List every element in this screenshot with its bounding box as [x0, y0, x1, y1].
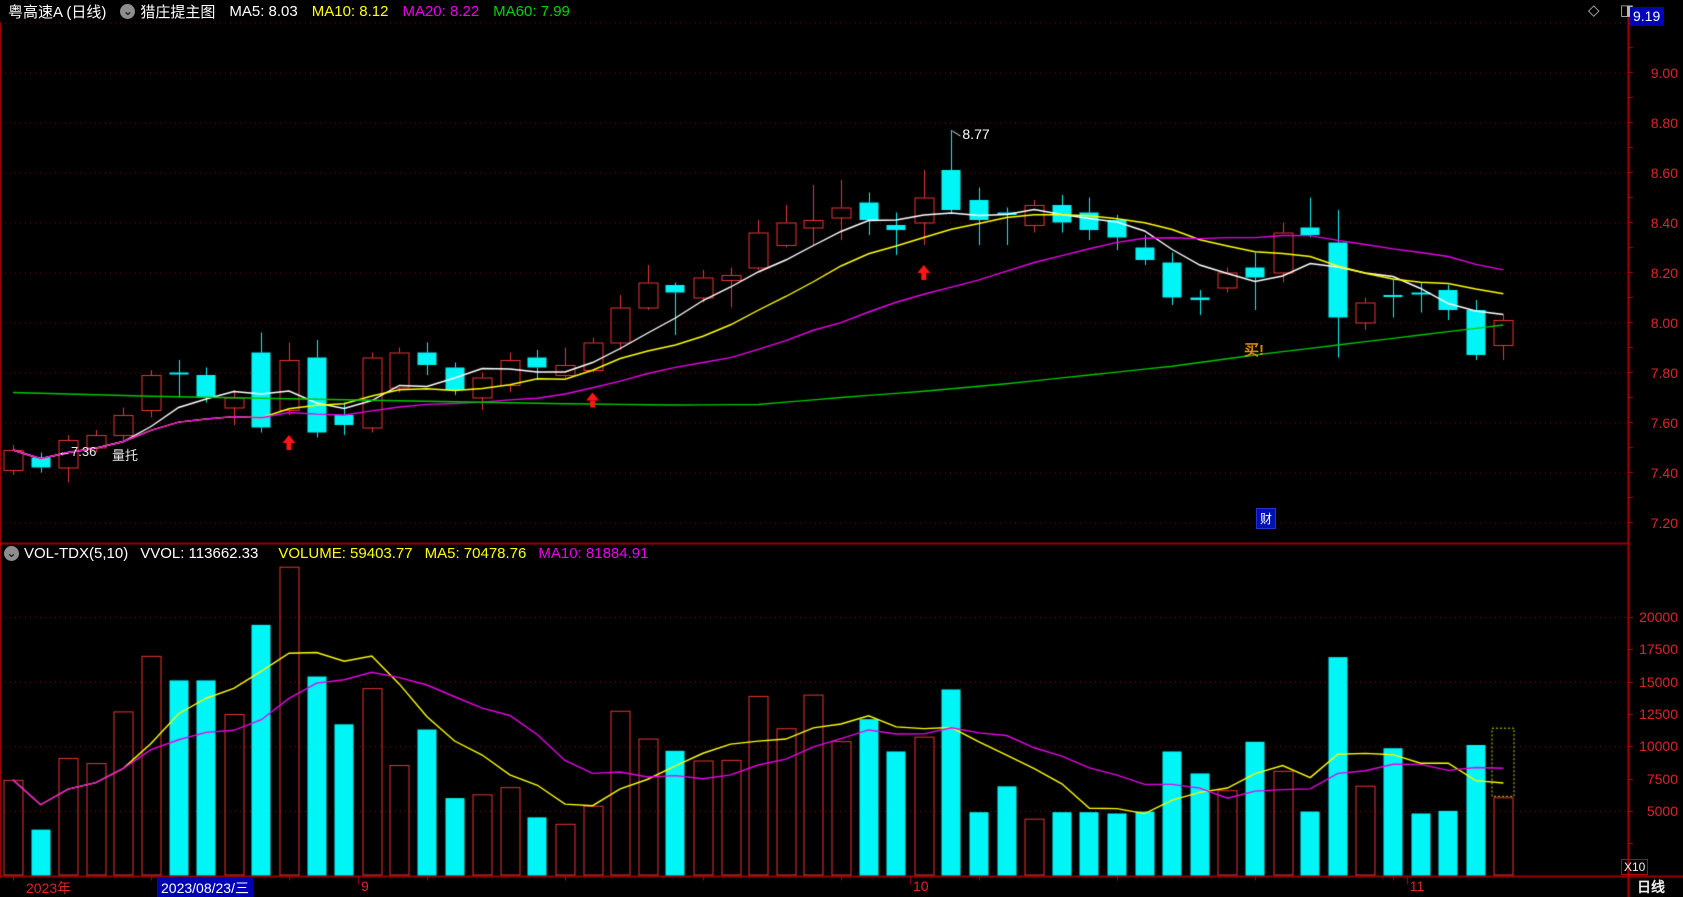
ma10-value: MA10: 8.12: [311, 2, 389, 20]
crosshair-price-badge: 9.19: [1630, 7, 1665, 26]
low-price-annotation: ←7.36: [58, 444, 97, 459]
peak-price-annotation: 8.77: [962, 126, 990, 142]
ma5-value: MA5: 8.03: [229, 2, 298, 20]
price-axis-label: 7.60: [1650, 414, 1678, 431]
vol-indicator-collapse-icon[interactable]: ⌄: [4, 546, 19, 561]
period-label[interactable]: 日线: [1637, 879, 1665, 895]
vol-ma5-value: MA5: 70478.76: [424, 545, 527, 562]
volume-value: VOLUME: 59403.77: [278, 545, 413, 562]
volume-axis-label: 7500: [1646, 770, 1678, 787]
volume-axis-label: 10000: [1639, 738, 1678, 755]
month-label: 9: [361, 878, 369, 894]
volume-axis-label: 17500: [1639, 641, 1678, 658]
crosshair-date-badge: 2023/08/23/三: [157, 878, 253, 897]
volume-axis-label: 5000: [1646, 802, 1678, 819]
page-title: 粤高速A (日线): [8, 3, 107, 21]
vol-ma10-value: MA10: 81884.91: [538, 545, 649, 562]
price-axis-label: 9.00: [1650, 64, 1678, 81]
price-axis-label: 7.80: [1650, 364, 1678, 381]
price-axis-label: 8.40: [1650, 214, 1678, 231]
price-axis-label: 8.60: [1650, 164, 1678, 181]
window-tool-icons[interactable]: ◇ ◨: [1588, 2, 1642, 19]
volume-header: ⌄ VOL-TDX(5,10) VVOL: 113662.33 VOLUME: …: [4, 545, 648, 562]
volume-axis-label: 12500: [1639, 706, 1678, 722]
price-axis-label: 8.20: [1650, 264, 1678, 281]
volume-unit-label: X10: [1621, 859, 1649, 875]
volume-axis-label: 20000: [1639, 609, 1678, 626]
ma20-value: MA20: 8.22: [402, 2, 480, 20]
price-axis-label: 7.40: [1650, 464, 1678, 481]
vol-indicator-name[interactable]: VOL-TDX(5,10): [24, 545, 129, 562]
volume-axis-label: 15000: [1639, 673, 1678, 690]
month-label: 11: [1409, 878, 1425, 894]
main-indicator-name[interactable]: 猎庄提主图: [140, 3, 216, 21]
year-label: 2023年: [26, 880, 72, 896]
vvol-value: VVOL: 113662.33: [140, 545, 259, 562]
price-axis-label: 8.80: [1650, 114, 1678, 131]
ma60-value: MA60: 7.99: [493, 2, 570, 20]
main-header: 粤高速A (日线) ⌄ 猎庄提主图 MA5: 8.03 MA10: 8.12 M…: [0, 0, 1683, 22]
buy-signal-annotation: 买!: [1244, 342, 1264, 359]
liangtuo-annotation: 量托: [112, 448, 139, 463]
cai-marker-badge: 财: [1256, 508, 1277, 529]
month-label: 10: [913, 878, 929, 894]
price-axis-label: 8.00: [1650, 314, 1678, 331]
price-axis-label: 7.20: [1650, 514, 1678, 531]
indicator-collapse-icon[interactable]: ⌄: [120, 3, 136, 19]
